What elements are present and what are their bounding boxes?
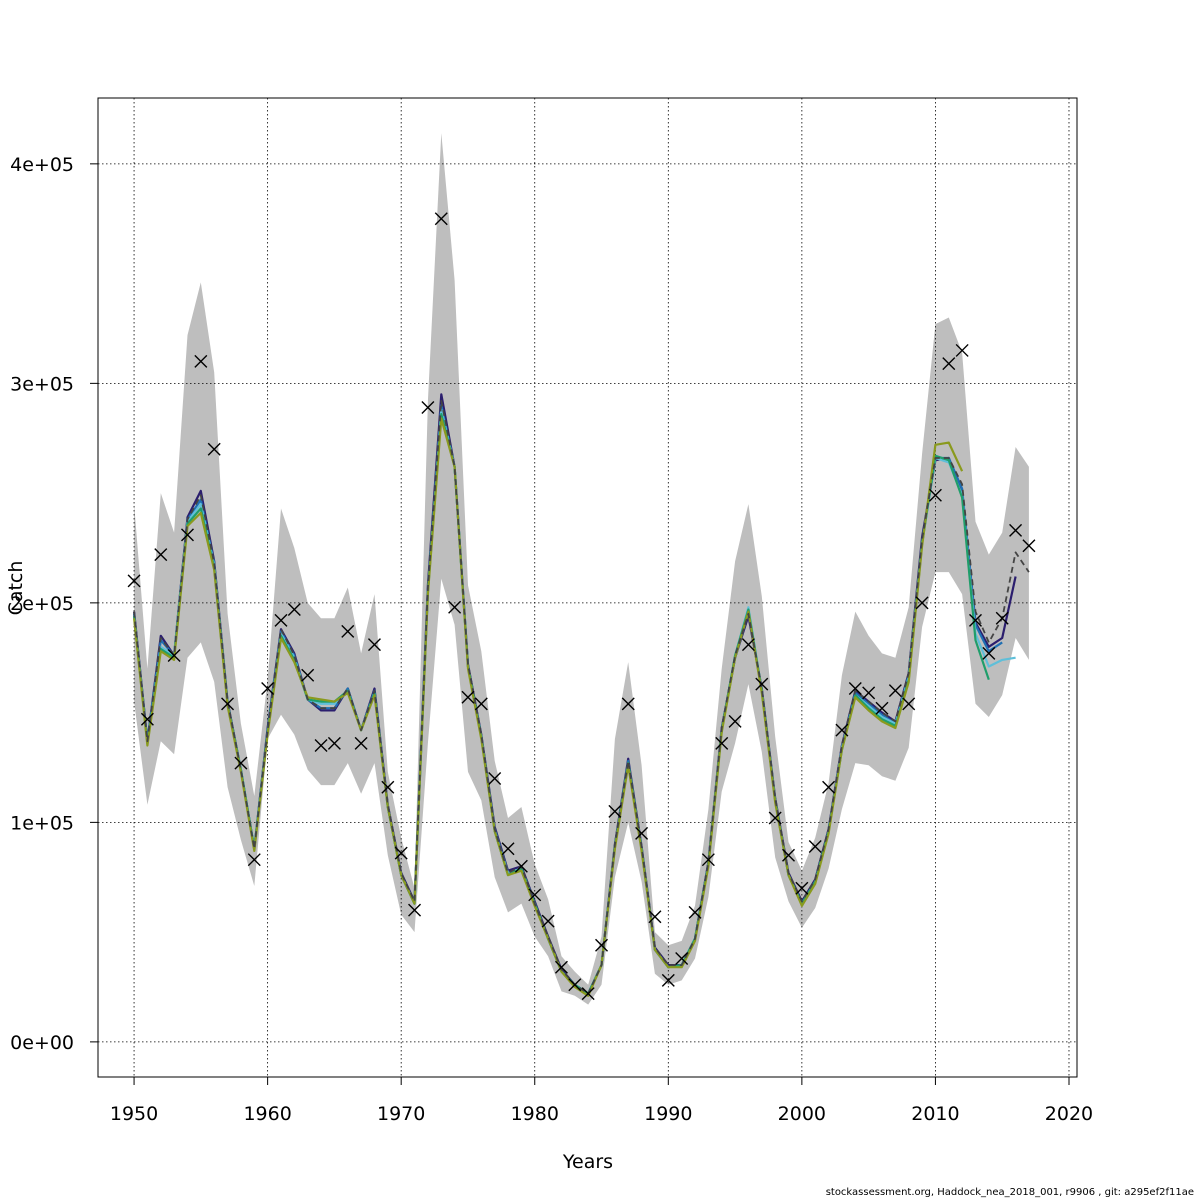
observed-point: [995, 611, 1009, 625]
observed-point: [167, 649, 181, 663]
observed-point: [755, 677, 769, 691]
observed-point: [595, 938, 609, 952]
observed-point: [488, 771, 502, 785]
observed-point: [648, 910, 662, 924]
observed-point: [808, 840, 822, 854]
x-tick-label: 1990: [644, 1103, 692, 1125]
y-tick-label: 0e+00: [10, 1032, 74, 1054]
observed-point: [287, 602, 301, 616]
observed-point: [888, 684, 902, 698]
observed-point: [381, 780, 395, 794]
observed-point: [835, 723, 849, 737]
observed-point: [902, 697, 916, 711]
observed-point: [728, 714, 742, 728]
observed-point: [434, 212, 448, 226]
y-axis-title: Catch: [5, 561, 27, 616]
observed-point: [675, 951, 689, 965]
observed-point: [408, 903, 422, 917]
observed-point: [207, 442, 221, 456]
observed-point: [768, 811, 782, 825]
observed-point: [581, 987, 595, 1001]
observed-point: [982, 646, 996, 660]
observed-point: [327, 736, 341, 750]
observed-point: [554, 960, 568, 974]
observed-point: [421, 401, 435, 414]
observed-point: [541, 914, 555, 928]
observed-point: [968, 613, 982, 627]
observed-point: [514, 859, 528, 873]
observed-point: [194, 354, 208, 368]
observed-point: [782, 848, 796, 862]
observed-point: [501, 842, 515, 856]
observed-point: [180, 528, 194, 542]
x-tick-label: 2010: [911, 1103, 959, 1125]
observed-point: [394, 846, 408, 860]
y-tick-label: 4e+05: [10, 154, 74, 176]
observed-point: [928, 488, 942, 502]
observed-point: [862, 686, 876, 700]
observed-point: [247, 853, 261, 867]
observed-point: [448, 600, 462, 614]
observed-point: [608, 804, 622, 818]
x-tick-label: 1950: [110, 1103, 158, 1125]
observed-point: [154, 548, 168, 562]
observed-point: [367, 638, 381, 652]
observed-point: [715, 736, 729, 750]
observed-point: [795, 881, 809, 895]
observed-point: [568, 978, 582, 992]
observed-markers-layer: [127, 212, 1036, 1001]
observed-point: [461, 690, 475, 704]
observed-point: [234, 756, 248, 770]
observed-point: [848, 681, 862, 695]
observed-point: [127, 574, 141, 588]
observed-point: [354, 736, 368, 750]
x-tick-label: 2020: [1045, 1103, 1093, 1125]
observed-point: [942, 357, 956, 371]
observed-point: [261, 681, 275, 695]
observed-point: [528, 888, 542, 902]
observed-point: [955, 343, 969, 357]
y-tick-label: 1e+05: [10, 812, 74, 834]
observed-point: [1009, 523, 1023, 537]
observed-point: [341, 624, 355, 638]
observed-point: [140, 712, 154, 726]
footer-credit: stockassessment.org, Haddock_nea_2018_00…: [825, 1187, 1194, 1198]
x-tick-label: 1960: [243, 1103, 291, 1125]
observed-point: [221, 697, 235, 711]
observed-point: [474, 697, 488, 711]
y-tick-label: 3e+05: [10, 373, 74, 395]
grid-layer: [98, 98, 1077, 1077]
y-tick-label: 2e+05: [10, 593, 74, 615]
x-tick-label: 1980: [511, 1103, 559, 1125]
x-tick-label: 1970: [377, 1103, 425, 1125]
observed-point: [688, 905, 702, 919]
observed-point: [635, 826, 649, 840]
observed-point: [621, 697, 635, 711]
observed-point: [701, 853, 715, 867]
observed-point: [875, 701, 889, 715]
observed-point: [822, 780, 836, 794]
observed-point: [274, 613, 288, 627]
observed-point: [661, 973, 675, 987]
x-tick-label: 2000: [778, 1103, 826, 1125]
observed-point: [1022, 539, 1036, 553]
x-axis-title: Years: [562, 1151, 613, 1173]
observed-point: [314, 739, 328, 753]
observed-point: [915, 596, 929, 610]
axes-layer: 1950 1960 1970 1980 1990 2000 2010 2020 0e+00 1e+…: [10, 154, 1093, 1125]
observed-point: [741, 638, 755, 652]
observed-point: [301, 668, 315, 682]
